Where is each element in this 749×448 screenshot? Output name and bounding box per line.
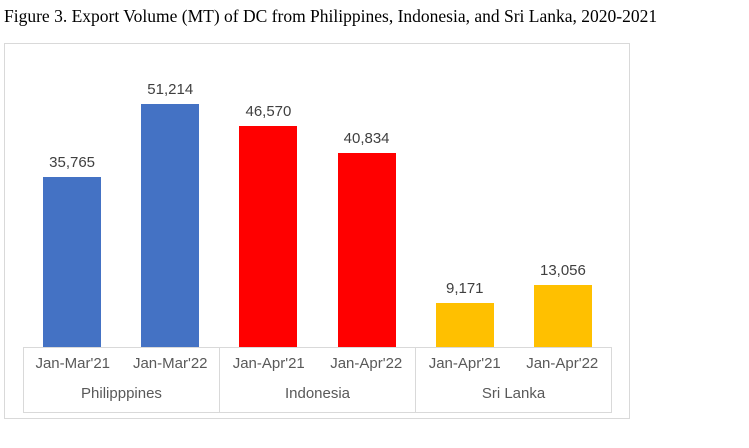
bar-value-label: 51,214 (147, 81, 194, 98)
country-label: Philipppines (81, 385, 162, 403)
bar-philipppines-jan-mar-22 (141, 104, 200, 347)
period-label-row: Jan-Apr'21 Jan-Apr'22 (220, 348, 415, 379)
bar-value-label: 46,570 (245, 103, 292, 120)
bar-value-label: 40,834 (343, 130, 390, 147)
period-label-row: Jan-Mar'21 Jan-Mar'22 (24, 348, 219, 379)
axis-group-philipppines: Jan-Mar'21 Jan-Mar'22 Philipppines (24, 348, 219, 412)
bar-slot: 51,214 (121, 44, 219, 347)
bar-slot: 13,056 (514, 44, 612, 347)
bar-slot: 9,171 (416, 44, 514, 347)
period-label: Jan-Apr'22 (330, 354, 403, 372)
plot-area: 35,765 51,214 46,570 40,834 9,171 13,056 (23, 44, 612, 347)
bar-sri-lanka-jan-apr-21 (435, 303, 494, 347)
bar-indonesia-jan-apr-21 (239, 126, 298, 347)
period-label: Jan-Apr'22 (526, 354, 599, 372)
bar-slot: 40,834 (318, 44, 416, 347)
bar-sri-lanka-jan-apr-22 (533, 285, 592, 347)
category-axis: Jan-Mar'21 Jan-Mar'22 Philipppines Jan-Apr'… (23, 347, 612, 413)
axis-group-indonesia: Jan-Apr'21 Jan-Apr'22 Indonesia (219, 348, 415, 412)
period-label-row: Jan-Apr'21 Jan-Apr'22 (416, 348, 611, 379)
period-label: Jan-Apr'21 (428, 354, 501, 372)
bar-value-label: 13,056 (539, 262, 586, 279)
country-label: Indonesia (284, 385, 351, 403)
figure-title: Figure 3. Export Volume (MT) of DC from … (4, 6, 658, 26)
period-label: Jan-Mar'22 (132, 354, 208, 372)
bar-philipppines-jan-mar-21 (43, 177, 102, 347)
bar-slot: 35,765 (23, 44, 121, 347)
period-label: Jan-Mar'21 (35, 354, 111, 372)
bar-value-label: 9,171 (445, 280, 484, 297)
country-label: Sri Lanka (481, 385, 546, 403)
period-label: Jan-Apr'21 (232, 354, 305, 372)
chart-area: 35,765 51,214 46,570 40,834 9,171 13,056 Jan-… (4, 43, 630, 419)
bar-value-label: 35,765 (49, 154, 96, 171)
bar-indonesia-jan-apr-22 (337, 153, 396, 347)
axis-group-sri-lanka: Jan-Apr'21 Jan-Apr'22 Sri Lanka (415, 348, 611, 412)
bar-slot: 46,570 (219, 44, 317, 347)
